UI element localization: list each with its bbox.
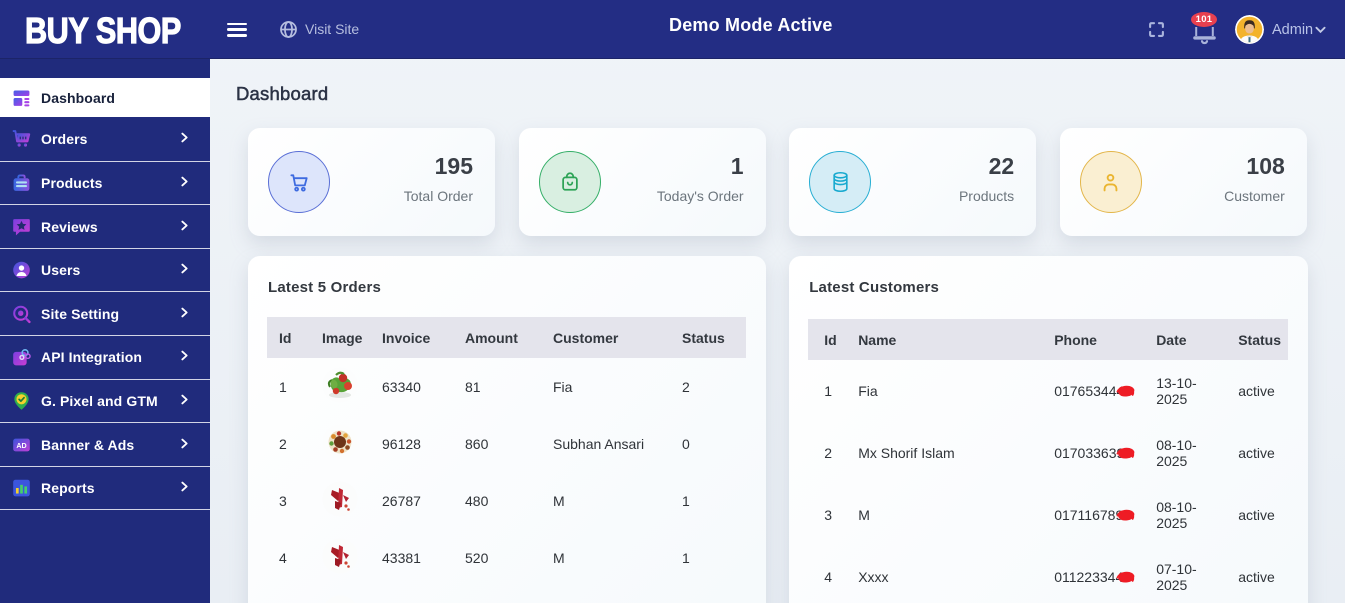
svg-text:AD: AD bbox=[16, 442, 26, 450]
